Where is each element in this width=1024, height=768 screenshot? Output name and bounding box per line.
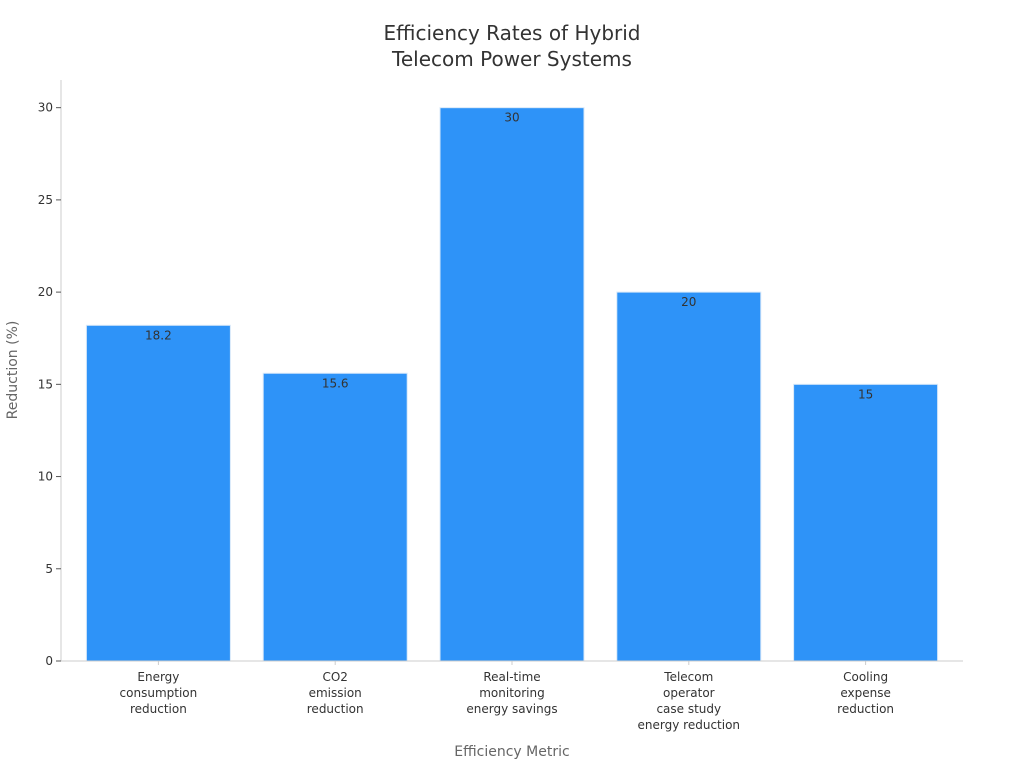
- bar-4: [616, 291, 762, 662]
- y-tick-label-20: 20: [38, 285, 53, 299]
- y-tick-label-15: 15: [38, 377, 53, 391]
- y-tick-label-10: 10: [38, 470, 53, 484]
- data-label-2: 15.6: [322, 376, 349, 390]
- x-tick-label-1: Energy consumption reduction: [120, 670, 198, 716]
- y-tick-label-30: 30: [38, 101, 53, 115]
- data-label-1: 18.2: [145, 328, 172, 342]
- y-tick-label-0: 0: [45, 654, 53, 668]
- x-tick-label-2: CO2 emission reduction: [307, 670, 364, 716]
- data-label-3: 30: [504, 111, 519, 125]
- x-labels-group: Energy consumption reduction CO2 emission red…: [120, 661, 894, 732]
- bars-group: [85, 107, 939, 662]
- x-axis-label: Efficiency Metric: [454, 744, 569, 760]
- bar-5: [793, 383, 939, 662]
- data-label-4: 20: [681, 295, 696, 309]
- x-tick-label-5: Cooling expense reduction: [837, 670, 894, 716]
- bar-2: [262, 372, 408, 662]
- y-tick-label-5: 5: [45, 562, 53, 576]
- y-ticks-group: 0 5 10 15 20 25 30: [38, 101, 61, 668]
- data-labels-group: 18.2 15.6 30 20 15: [145, 111, 873, 402]
- x-tick-label-3: Real-time monitoring energy savings: [466, 670, 557, 716]
- y-axis-label: Reduction (%): [5, 321, 21, 420]
- x-tick-label-4: Telecom operator case study energy reductio…: [638, 670, 741, 732]
- data-label-5: 15: [858, 387, 873, 401]
- bar-3: [439, 107, 585, 662]
- chart-title-line-2: Telecom Power Systems: [391, 47, 632, 71]
- chart-title-line-1: Efficiency Rates of Hybrid: [383, 21, 640, 45]
- y-tick-label-25: 25: [38, 193, 53, 207]
- bar-1: [85, 324, 231, 662]
